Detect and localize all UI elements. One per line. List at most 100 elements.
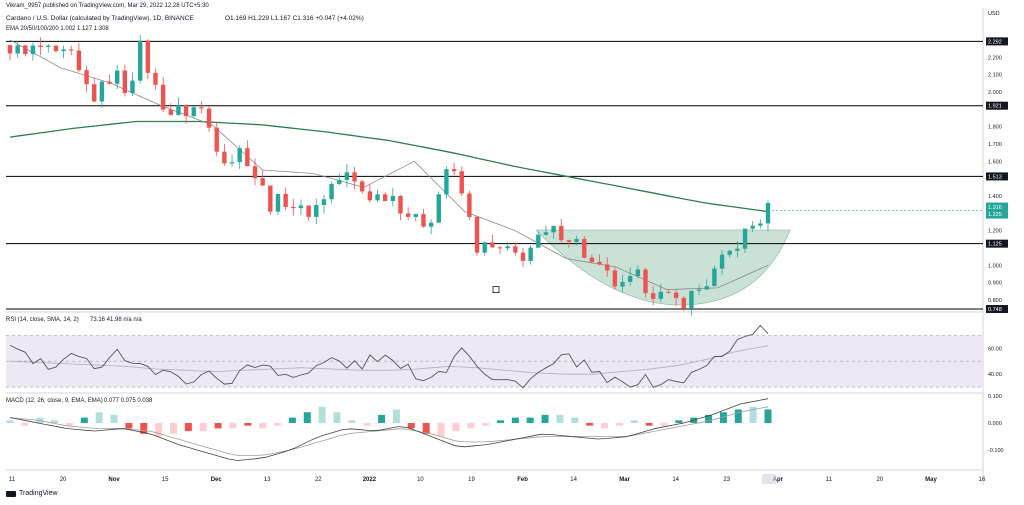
- candle-down[interactable]: [291, 206, 296, 209]
- macd-histogram-bar[interactable]: [333, 412, 341, 423]
- macd-histogram-bar[interactable]: [392, 409, 400, 424]
- brand-footer[interactable]: TradingView: [6, 490, 58, 497]
- macd-histogram-bar[interactable]: [259, 423, 267, 429]
- candle-up[interactable]: [344, 172, 350, 181]
- candle-up[interactable]: [742, 228, 748, 249]
- candle-up[interactable]: [413, 214, 418, 217]
- candle-down[interactable]: [650, 293, 656, 299]
- candle-down[interactable]: [183, 104, 189, 117]
- candle-down[interactable]: [681, 297, 686, 309]
- candle-down[interactable]: [673, 292, 679, 298]
- candle-down[interactable]: [589, 257, 595, 262]
- candle-up[interactable]: [758, 223, 763, 226]
- macd-histogram-bar[interactable]: [645, 423, 653, 426]
- candle-down[interactable]: [222, 151, 227, 164]
- macd-histogram-bar[interactable]: [734, 409, 742, 424]
- macd-histogram-bar[interactable]: [467, 423, 475, 429]
- candle-down[interactable]: [467, 193, 472, 217]
- candle-down[interactable]: [145, 40, 151, 73]
- candle-down[interactable]: [153, 72, 158, 85]
- candle-up[interactable]: [735, 248, 740, 251]
- candle-down[interactable]: [168, 109, 173, 115]
- candle-down[interactable]: [84, 70, 89, 85]
- macd-histogram-bar[interactable]: [482, 423, 490, 426]
- candle-down[interactable]: [252, 166, 258, 179]
- candle-up[interactable]: [719, 254, 725, 269]
- candle-up[interactable]: [176, 104, 181, 115]
- candle-up[interactable]: [428, 222, 434, 227]
- macd-histogram-bar[interactable]: [719, 412, 727, 423]
- candle-up[interactable]: [627, 276, 633, 282]
- candle-up[interactable]: [15, 45, 20, 54]
- candle-up[interactable]: [436, 194, 441, 223]
- candle-up[interactable]: [314, 204, 319, 217]
- candle-down[interactable]: [497, 247, 503, 249]
- candle-down[interactable]: [283, 193, 288, 207]
- candle-down[interactable]: [382, 194, 388, 201]
- candle-down[interactable]: [23, 45, 28, 55]
- candle-up[interactable]: [528, 247, 533, 261]
- candle-up[interactable]: [482, 242, 487, 253]
- candle-up[interactable]: [536, 234, 541, 248]
- macd-histogram-bar[interactable]: [214, 423, 222, 429]
- macd-histogram-bar[interactable]: [630, 420, 638, 423]
- candle-down[interactable]: [360, 181, 365, 192]
- candle-down[interactable]: [582, 238, 587, 258]
- candle-up[interactable]: [712, 268, 717, 287]
- candle-up[interactable]: [275, 193, 281, 212]
- candle-up[interactable]: [298, 205, 304, 209]
- macd-histogram-bar[interactable]: [125, 423, 133, 429]
- macd-histogram-bar[interactable]: [422, 423, 430, 434]
- candle-down[interactable]: [474, 216, 480, 253]
- candle-up[interactable]: [61, 49, 66, 52]
- candle-down[interactable]: [7, 45, 13, 54]
- candle-down[interactable]: [38, 45, 43, 48]
- macd-histogram-bar[interactable]: [452, 423, 460, 432]
- macd-histogram-bar[interactable]: [749, 406, 757, 423]
- candle-down[interactable]: [398, 196, 403, 214]
- macd-histogram-bar[interactable]: [199, 423, 207, 432]
- macd-histogram-bar[interactable]: [110, 414, 118, 423]
- candle-up[interactable]: [321, 199, 327, 205]
- macd-histogram-bar[interactable]: [21, 423, 29, 426]
- candle-down[interactable]: [459, 171, 464, 194]
- candle-down[interactable]: [107, 81, 112, 84]
- macd-histogram-bar[interactable]: [229, 423, 237, 429]
- candle-down[interactable]: [597, 261, 602, 265]
- macd-histogram-bar[interactable]: [169, 423, 177, 434]
- candle-up[interactable]: [750, 225, 755, 229]
- candle-up[interactable]: [191, 107, 196, 117]
- candle-down[interactable]: [214, 127, 219, 152]
- candle-up[interactable]: [505, 246, 510, 249]
- candle-up[interactable]: [696, 289, 702, 291]
- macd-pane[interactable]: [6, 398, 772, 461]
- macd-histogram-bar[interactable]: [6, 420, 14, 423]
- candle-down[interactable]: [352, 172, 357, 182]
- candle-down[interactable]: [160, 84, 166, 110]
- macd-histogram-bar[interactable]: [601, 423, 609, 429]
- macd-histogram-bar[interactable]: [571, 417, 579, 423]
- candle-down[interactable]: [199, 107, 204, 109]
- candle-up[interactable]: [337, 180, 342, 184]
- macd-histogram-bar[interactable]: [348, 420, 356, 423]
- candle-down[interactable]: [520, 252, 526, 261]
- macd-histogram-bar[interactable]: [244, 423, 252, 426]
- candle-up[interactable]: [130, 80, 135, 94]
- candle-up[interactable]: [237, 148, 242, 163]
- candle-down[interactable]: [367, 191, 373, 201]
- macd-histogram-bar[interactable]: [675, 420, 683, 423]
- rsi-pane[interactable]: [6, 324, 983, 389]
- macd-histogram-bar[interactable]: [556, 414, 564, 423]
- candle-down[interactable]: [122, 70, 128, 94]
- macd-histogram-bar[interactable]: [660, 423, 668, 426]
- macd-histogram-bar[interactable]: [615, 423, 623, 426]
- macd-histogram-bar[interactable]: [378, 414, 386, 423]
- candle-down[interactable]: [643, 269, 648, 294]
- macd-histogram-bar[interactable]: [541, 414, 549, 423]
- macd-histogram-bar[interactable]: [363, 423, 371, 426]
- candle-down[interactable]: [566, 240, 572, 242]
- candle-up[interactable]: [390, 196, 396, 201]
- candle-up[interactable]: [574, 238, 579, 242]
- macd-histogram-bar[interactable]: [437, 423, 445, 437]
